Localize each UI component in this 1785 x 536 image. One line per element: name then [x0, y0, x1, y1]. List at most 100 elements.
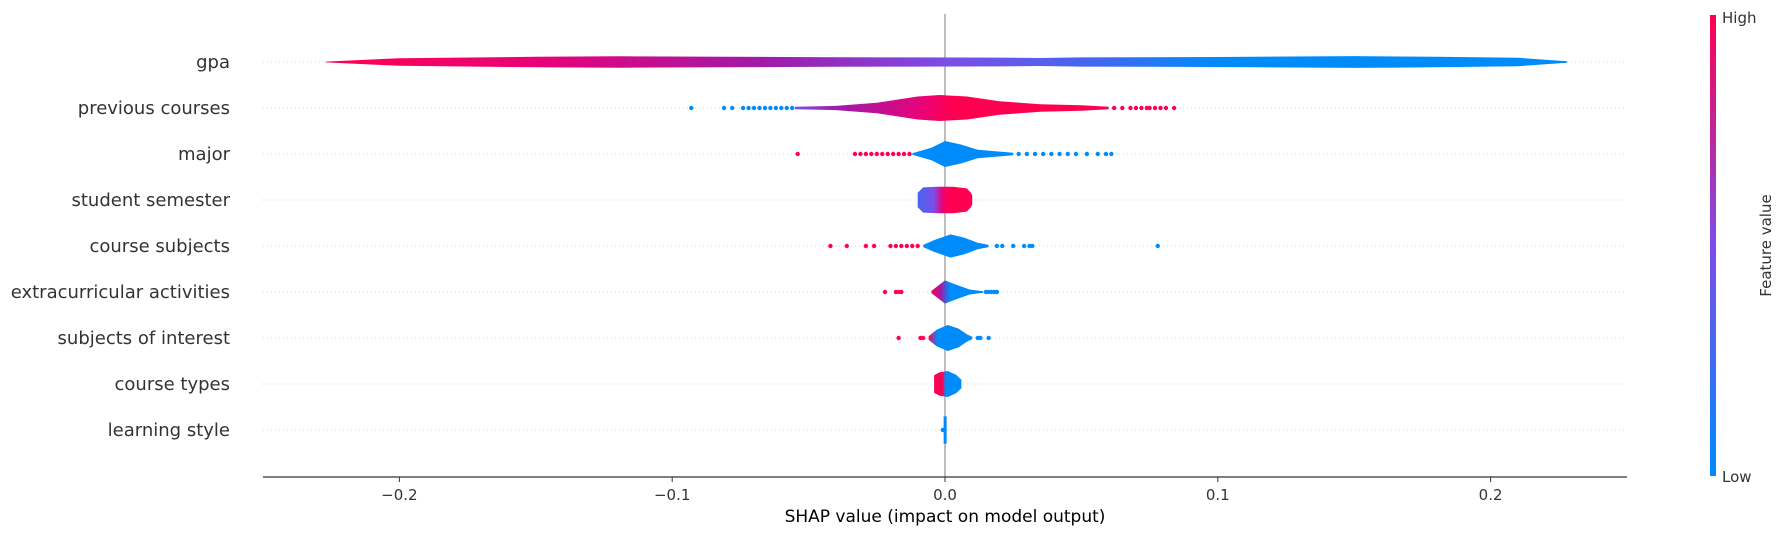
feature-label: major [178, 144, 231, 165]
outlier-point [1152, 105, 1158, 111]
outlier-point [890, 151, 896, 157]
outlier-point [1120, 105, 1125, 111]
outlier-point [882, 289, 888, 295]
outlier-point [1128, 105, 1133, 111]
outlier-point [1024, 151, 1030, 157]
outlier-point [1155, 243, 1160, 249]
outlier-point [986, 335, 991, 341]
outlier-point [1021, 243, 1027, 249]
outlier-point [784, 105, 789, 111]
feature-label: learning style [108, 420, 230, 441]
colorbar-title: Feature value [1757, 194, 1775, 296]
outlier-point [901, 151, 907, 157]
outlier-point [762, 105, 768, 111]
outlier-point [994, 243, 1000, 249]
outlier-point [910, 243, 915, 249]
outlier-point [730, 105, 735, 111]
outlier-point [1057, 151, 1062, 157]
outlier-point [795, 151, 800, 157]
feature-label: extracurricular activities [11, 282, 230, 303]
outlier-point [858, 151, 863, 157]
feature-label: previous courses [78, 98, 230, 119]
violin-shape [943, 416, 947, 444]
outlier-point [940, 427, 946, 433]
outlier-point [1041, 151, 1046, 157]
outlier-point [757, 105, 762, 111]
feature-labels: gpa previous courses major student semester… [11, 52, 231, 441]
feature-label: gpa [196, 52, 230, 73]
outlier-point [1049, 151, 1054, 157]
x-tick-label: 0.0 [933, 486, 957, 504]
outlier-point [1133, 105, 1139, 111]
outlier-point [790, 105, 795, 111]
colorbar-low-label: Low [1722, 468, 1752, 486]
x-tick-label: −0.2 [381, 486, 417, 504]
violin-shape [325, 56, 1568, 68]
outlier-point [896, 335, 901, 341]
outlier-point [1109, 151, 1114, 157]
outlier-point [740, 105, 746, 111]
outlier-point [852, 151, 858, 157]
outlier-point [863, 243, 869, 249]
feature-label: course subjects [89, 236, 230, 257]
violin-shape [917, 186, 973, 214]
outlier-point [896, 151, 901, 157]
outlier-point [885, 151, 890, 157]
outlier-point [1095, 151, 1100, 157]
outlier-point [1139, 105, 1144, 111]
outlier-point [768, 105, 773, 111]
outlier-point [904, 243, 910, 249]
outlier-point [888, 243, 893, 249]
outlier-point [1163, 105, 1169, 111]
outlier-point [773, 105, 779, 111]
outlier-point [920, 335, 926, 341]
violin-shape [931, 280, 984, 304]
feature-label: subjects of interest [58, 328, 230, 349]
outlier-point [915, 243, 920, 249]
outlier-point [779, 105, 784, 111]
outlier-point [899, 243, 904, 249]
violin-shape [912, 141, 1014, 167]
violin-layer [325, 14, 1568, 477]
outlier-point [994, 289, 1000, 295]
outlier-point [746, 105, 751, 111]
feature-label: course types [115, 374, 230, 395]
outlier-point [1147, 105, 1152, 111]
outlier-point [1065, 151, 1070, 157]
outlier-point [874, 151, 879, 157]
x-tick-label: −0.1 [654, 486, 690, 504]
outlier-point [751, 105, 757, 111]
outlier-point [1158, 105, 1163, 111]
outlier-point [1171, 105, 1177, 111]
x-tick-label: 0.2 [1479, 486, 1503, 504]
violin-shape [928, 325, 973, 351]
x-axis: −0.2 −0.1 0.0 0.1 0.2 [263, 476, 1627, 504]
outlier-point [899, 289, 904, 295]
x-tick-label: 0.1 [1206, 486, 1230, 504]
outlier-point [1103, 151, 1109, 157]
outlier-point [893, 243, 899, 249]
outlier-point [1016, 151, 1021, 157]
violin-shape [923, 234, 989, 258]
outlier-point [1011, 243, 1016, 249]
outlier-point [1000, 243, 1005, 249]
outlier-point [871, 243, 877, 249]
feature-label: student semester [71, 190, 230, 211]
colorbar: High Low Feature value [1710, 9, 1775, 486]
outlier-point [828, 243, 833, 249]
violin-shape [934, 371, 962, 397]
outlier-point [978, 335, 983, 341]
outlier-point [1084, 151, 1090, 157]
colorbar-high-label: High [1722, 9, 1756, 27]
outlier-point [869, 151, 874, 157]
x-axis-title: SHAP value (impact on model output) [785, 507, 1106, 527]
violin-shape [795, 95, 1109, 121]
colorbar-gradient [1710, 15, 1716, 476]
outlier-point [1073, 151, 1079, 157]
outlier-point [907, 151, 912, 157]
outlier-point [844, 243, 849, 249]
outlier-point [1030, 243, 1035, 249]
outlier-point [1111, 105, 1117, 111]
outlier-point [689, 105, 694, 111]
